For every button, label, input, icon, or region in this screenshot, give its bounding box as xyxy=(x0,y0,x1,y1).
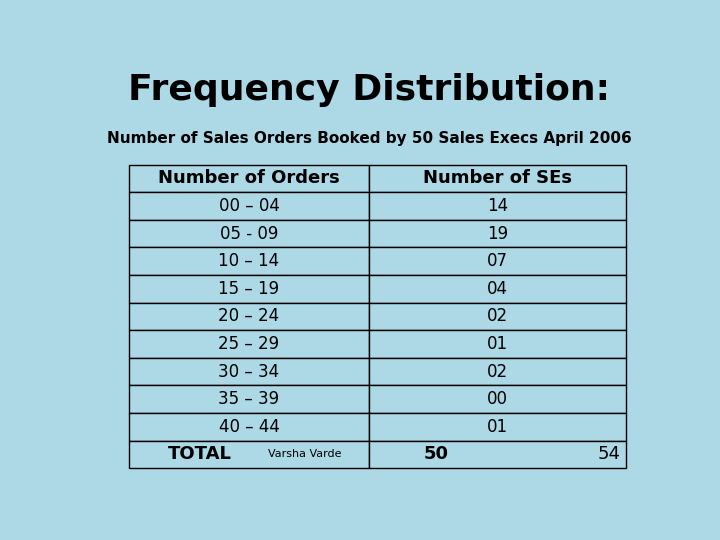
Bar xyxy=(129,413,369,441)
Text: 00: 00 xyxy=(487,390,508,408)
Text: 25 – 29: 25 – 29 xyxy=(218,335,279,353)
Bar xyxy=(369,275,626,302)
Bar xyxy=(129,386,369,413)
Bar xyxy=(369,247,626,275)
Bar xyxy=(369,192,626,220)
Text: 05 - 09: 05 - 09 xyxy=(220,225,278,242)
Bar xyxy=(369,330,626,357)
Text: 02: 02 xyxy=(487,362,508,381)
Text: 07: 07 xyxy=(487,252,508,270)
Text: 54: 54 xyxy=(597,446,620,463)
Bar xyxy=(369,302,626,330)
Bar xyxy=(129,330,369,357)
Bar xyxy=(369,386,626,413)
Bar xyxy=(129,357,369,386)
Text: 50: 50 xyxy=(423,446,449,463)
Text: Varsha Varde: Varsha Varde xyxy=(268,449,341,460)
Text: TOTAL: TOTAL xyxy=(168,446,232,463)
Text: 00 – 04: 00 – 04 xyxy=(219,197,279,215)
Bar xyxy=(129,441,369,468)
Text: 10 – 14: 10 – 14 xyxy=(218,252,279,270)
Text: Number of Sales Orders Booked by 50 Sales Execs April 2006: Number of Sales Orders Booked by 50 Sale… xyxy=(107,131,631,146)
Text: 01: 01 xyxy=(487,418,508,436)
Text: 15 – 19: 15 – 19 xyxy=(218,280,279,298)
Bar xyxy=(369,441,626,468)
Text: 02: 02 xyxy=(487,307,508,326)
Text: 14: 14 xyxy=(487,197,508,215)
Text: Number of Orders: Number of Orders xyxy=(158,170,340,187)
Bar xyxy=(369,413,626,441)
Text: Number of SEs: Number of SEs xyxy=(423,170,572,187)
Text: Frequency Distribution:: Frequency Distribution: xyxy=(128,73,610,107)
Text: 20 – 24: 20 – 24 xyxy=(218,307,279,326)
Text: 35 – 39: 35 – 39 xyxy=(218,390,279,408)
Text: 01: 01 xyxy=(487,335,508,353)
Text: 19: 19 xyxy=(487,225,508,242)
Bar xyxy=(369,220,626,247)
Text: 40 – 44: 40 – 44 xyxy=(219,418,279,436)
Bar xyxy=(129,302,369,330)
Text: 04: 04 xyxy=(487,280,508,298)
Bar xyxy=(129,220,369,247)
Bar xyxy=(129,275,369,302)
Text: 30 – 34: 30 – 34 xyxy=(218,362,279,381)
Bar xyxy=(129,247,369,275)
Bar xyxy=(129,192,369,220)
Bar xyxy=(369,357,626,386)
Bar xyxy=(369,165,626,192)
Bar xyxy=(129,165,369,192)
